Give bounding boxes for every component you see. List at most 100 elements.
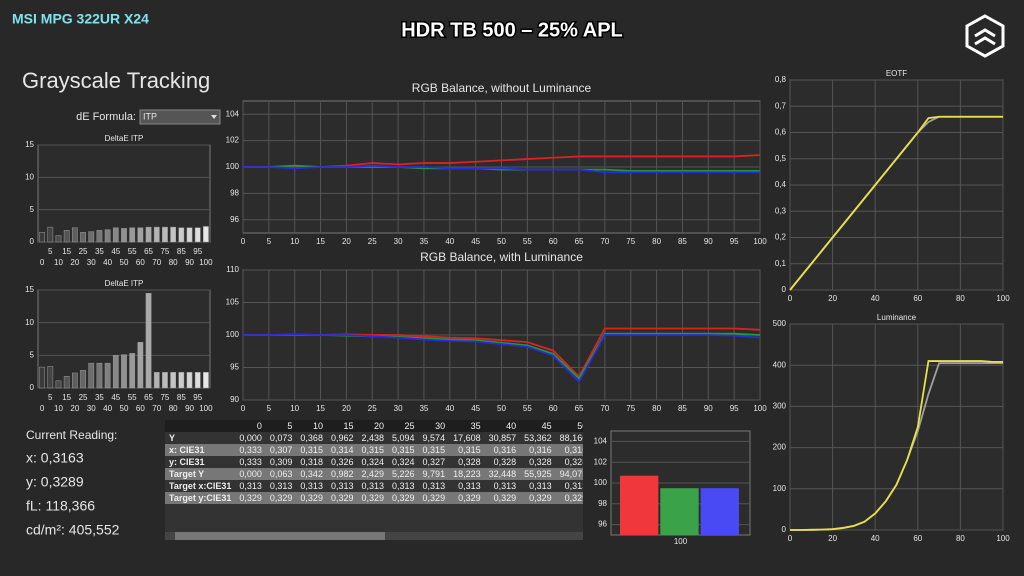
table-cell: 0,313 [300, 481, 323, 491]
bar [162, 226, 168, 243]
x-tick-label: 100 [996, 294, 1010, 303]
bar [660, 488, 699, 535]
x-tick-label: 60 [913, 294, 922, 303]
x-tick-label: 55 [523, 237, 532, 246]
x-tick-label: 60 [549, 404, 558, 413]
table-cell: 0,982 [330, 469, 354, 479]
bar [104, 362, 111, 389]
bar [39, 232, 45, 243]
table-cell: 0,329 [361, 493, 385, 503]
table: 0 5 10 15 20 25 30 35 40 45 50 Y 0,000 0,073 0,368 0,96… [165, 420, 583, 504]
x-tick-label: 45 [111, 247, 120, 256]
table-cell: 2,429 [361, 469, 385, 479]
x-tick-label: 65 [144, 247, 153, 256]
bar [203, 372, 209, 389]
x-tick-label: 5 [267, 237, 272, 246]
chart-title: RGB Balance, without Luminance [412, 81, 592, 95]
x-tick-label: 20 [342, 404, 351, 413]
table-cell: 17,608 [453, 433, 481, 443]
y-tick-label: 15 [25, 285, 34, 294]
series-line [243, 164, 760, 174]
y-tick-label: 95 [230, 363, 239, 372]
table-cell: 0,313 [361, 481, 385, 491]
x-tick-label: 35 [95, 247, 104, 256]
table-cell: 0,313 [330, 481, 354, 491]
x-tick-label: 15 [62, 393, 71, 402]
x-tick-label: 55 [523, 404, 532, 413]
x-tick-label: 85 [678, 404, 687, 413]
bar [39, 366, 45, 389]
column-header: 25 [404, 421, 415, 431]
column-header: 35 [470, 421, 481, 431]
table-cell: 0,063 [269, 469, 293, 479]
row-header: Target Y [169, 469, 205, 479]
table-cell: 0,315 [361, 445, 385, 455]
x-tick-label: 75 [160, 393, 169, 402]
bar [80, 232, 86, 243]
plot-area [789, 323, 1004, 531]
x-tick-label: 85 [177, 393, 186, 402]
y-tick-label: 0,6 [775, 128, 787, 137]
table-cell: 0,328 [493, 457, 517, 467]
x-tick-label: 10 [54, 404, 63, 413]
table-cell: 0,316 [493, 445, 517, 455]
bar [96, 230, 103, 243]
formula-value[interactable]: ITP [143, 111, 157, 121]
table-cell: 0,315 [300, 445, 323, 455]
x-tick-label: 20 [70, 404, 79, 413]
x-tick-label: 35 [95, 393, 104, 402]
y-tick-label: 0,1 [775, 259, 787, 268]
x-tick-label: 65 [575, 404, 584, 413]
y-tick-label: 5 [30, 350, 35, 359]
x-tick-label: 25 [79, 393, 88, 402]
formula-dropdown[interactable] [139, 109, 221, 125]
y-tick-label: 102 [594, 457, 608, 466]
table-cell: 0,342 [300, 469, 323, 479]
x-tick-label: 20 [828, 534, 837, 543]
y-tick-label: 100 [594, 478, 608, 487]
scrollbar[interactable] [165, 532, 583, 540]
bar [112, 227, 119, 243]
x-tick-label: 0 [788, 534, 793, 543]
table-cell: 0,313 [239, 481, 262, 491]
bar [47, 366, 54, 389]
bar [121, 228, 127, 243]
x-tick-label: 90 [704, 237, 713, 246]
column-header: 30 [435, 421, 446, 431]
table-cell: 0,329 [458, 493, 481, 503]
x-tick-label: 40 [445, 237, 454, 246]
y-tick-label: 110 [226, 265, 239, 274]
x-tick-label: 80 [169, 404, 178, 413]
x-tick-label: 45 [111, 393, 120, 402]
x-tick-label: 100 [996, 534, 1010, 543]
dropdown-arrow[interactable] [211, 115, 217, 119]
x-tick-label: 10 [290, 237, 299, 246]
x-tick-label: 80 [652, 237, 661, 246]
plot-area [37, 144, 211, 243]
x-tick-label: 100 [199, 404, 213, 413]
y-tick-label: 400 [773, 360, 787, 369]
x-tick-label: 35 [419, 237, 428, 246]
table-cell: 0,333 [239, 457, 262, 467]
x-tick-label: 60 [549, 237, 558, 246]
x-tick-label: 30 [87, 258, 96, 267]
table-cell: 0,324 [361, 457, 385, 467]
table-cell: 0,368 [300, 433, 323, 443]
x-tick-label: 35 [419, 404, 428, 413]
chart: RGB Balance, with Luminance9095100105110… [226, 250, 768, 413]
table-cell: 0,073 [269, 433, 293, 443]
table-cell: 0,326 [330, 457, 354, 467]
x-tick-label: 30 [87, 404, 96, 413]
reading-cdm2: cd/m²: 405,552 [26, 522, 120, 538]
x-tick-label: 50 [497, 404, 506, 413]
column-header: 10 [312, 421, 323, 431]
y-tick-label: 0 [782, 525, 787, 534]
table-cell: 0,313 [422, 481, 446, 491]
y-tick-label: 104 [594, 437, 608, 446]
table-cell: 0,329 [422, 493, 446, 503]
x-tick-label: 95 [730, 404, 739, 413]
x-tick-label: 20 [828, 294, 837, 303]
bar [63, 230, 70, 243]
column-header: 45 [541, 421, 552, 431]
